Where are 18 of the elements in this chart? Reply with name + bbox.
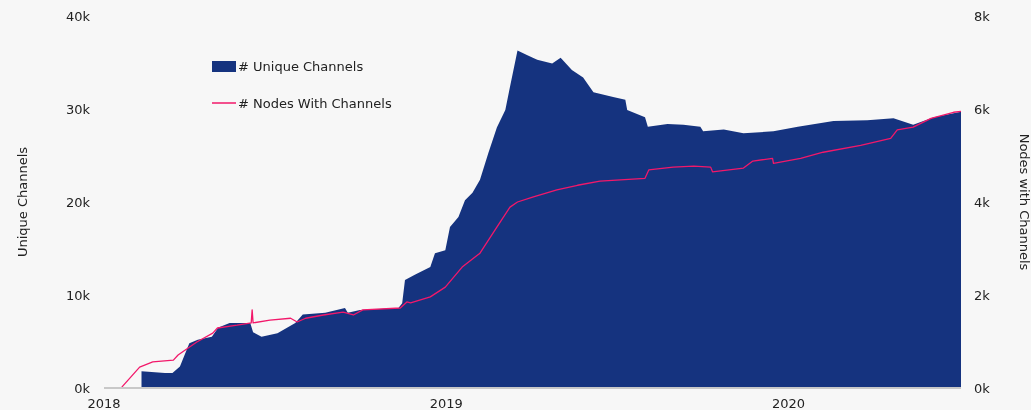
- y2-tick-label: 0k: [974, 380, 991, 396]
- y-tick-label: 10k: [65, 287, 91, 303]
- y-axis-title: Unique Channels: [15, 146, 30, 258]
- legend-label: # Unique Channels: [238, 58, 364, 74]
- y-tick-label: 30k: [65, 101, 91, 117]
- x-tick-label: 2020: [771, 396, 806, 410]
- y2-tick-label: 8k: [974, 8, 991, 24]
- y2-tick-label: 4k: [974, 194, 991, 210]
- y-tick-label: 0k: [74, 380, 91, 396]
- y2-tick-label: 6k: [974, 101, 991, 117]
- y2-axis-title: Nodes with Channels: [1017, 133, 1031, 271]
- y-tick-label: 20k: [65, 194, 91, 210]
- y2-tick-label: 2k: [974, 287, 991, 303]
- x-tick-label: 2019: [429, 396, 463, 410]
- y-tick-label: 40k: [65, 8, 91, 24]
- legend-label: # Nodes With Channels: [238, 95, 392, 111]
- x-tick-label: 2018: [87, 396, 121, 410]
- line-series: [121, 110, 962, 388]
